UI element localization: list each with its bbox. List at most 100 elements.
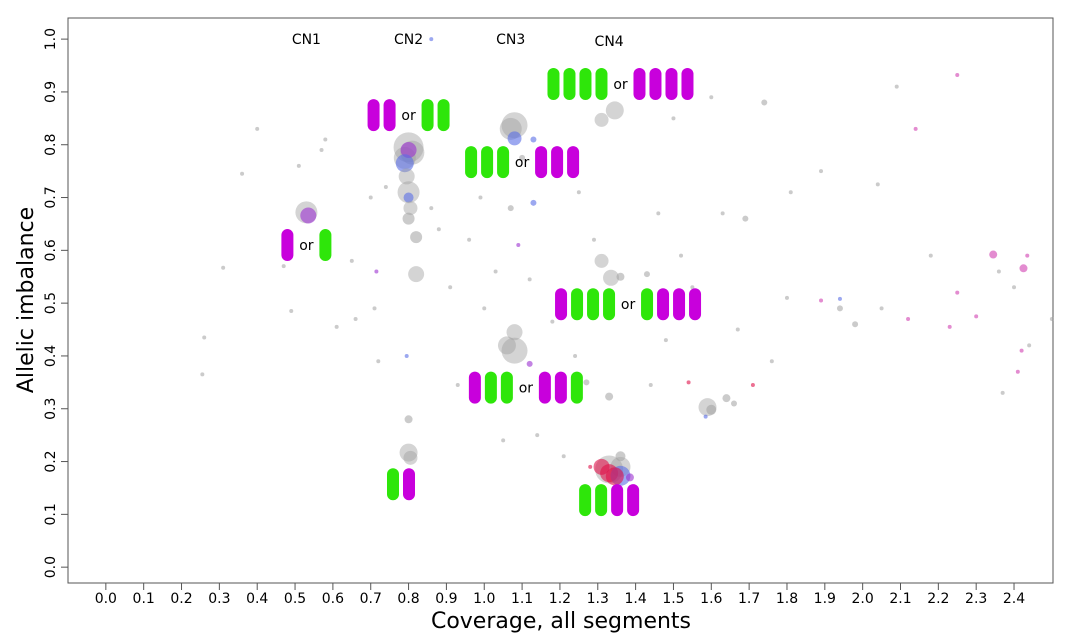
data-point <box>837 296 842 301</box>
or-label: or <box>515 155 530 171</box>
data-point <box>403 201 418 216</box>
data-point <box>594 112 609 127</box>
data-point <box>436 227 441 232</box>
data-point <box>742 215 749 222</box>
data-point <box>202 335 207 340</box>
data-point <box>1049 316 1054 321</box>
green-chromosome-icon <box>500 371 513 404</box>
x-tick-label: 1.2 <box>549 591 571 607</box>
cn-label: CN1 <box>292 32 321 48</box>
genotype-glyphs: or or or or or or <box>281 68 702 517</box>
x-tick-label: 1.9 <box>814 591 836 607</box>
magenta-chromosome-icon <box>673 288 686 321</box>
data-point <box>852 321 859 328</box>
genotype-glyph <box>387 468 416 501</box>
x-tick-label: 1.7 <box>738 591 760 607</box>
green-chromosome-icon <box>484 371 497 404</box>
green-chromosome-icon <box>571 288 584 321</box>
y-tick-label: 0.4 <box>43 345 59 367</box>
x-tick-label: 0.8 <box>397 591 419 607</box>
data-point <box>550 319 555 324</box>
data-point <box>819 298 824 303</box>
x-tick-label: 0.9 <box>435 591 457 607</box>
data-point <box>706 404 717 415</box>
data-point <box>289 309 294 314</box>
data-point <box>720 211 725 216</box>
magenta-chromosome-icon <box>567 146 580 179</box>
cn-label: CN2 <box>394 32 423 48</box>
x-tick-label: 0.7 <box>360 591 382 607</box>
x-tick-label: 1.3 <box>587 591 609 607</box>
data-point <box>403 192 414 203</box>
genotype-glyph: or <box>547 68 694 101</box>
data-point <box>1019 264 1028 273</box>
data-point <box>530 136 537 143</box>
magenta-chromosome-icon <box>551 146 564 179</box>
data-point <box>372 306 377 311</box>
data-point <box>323 137 328 142</box>
data-point <box>735 327 740 332</box>
x-tick-label: 1.1 <box>511 591 533 607</box>
data-point <box>605 467 624 486</box>
x-tick-label: 2.3 <box>965 591 987 607</box>
data-point <box>467 237 472 242</box>
data-point <box>448 285 453 290</box>
data-point <box>410 231 423 244</box>
x-tick-label: 0.3 <box>208 591 230 607</box>
data-point <box>240 171 245 176</box>
data-point <box>605 101 624 120</box>
data-point <box>703 414 708 419</box>
or-label: or <box>613 77 628 93</box>
green-chromosome-icon <box>587 288 600 321</box>
data-point <box>1012 285 1017 290</box>
data-point <box>955 73 960 78</box>
data-point <box>836 305 843 312</box>
data-point <box>255 126 260 131</box>
data-point <box>403 450 418 465</box>
data-point <box>281 264 286 269</box>
data-point <box>894 84 899 89</box>
green-chromosome-icon <box>641 288 654 321</box>
data-point <box>1027 343 1032 348</box>
data-point <box>404 415 413 424</box>
data-point <box>663 338 668 343</box>
y-tick-label: 0.2 <box>43 450 59 472</box>
data-point <box>526 360 533 367</box>
magenta-chromosome-icon <box>649 68 662 101</box>
green-chromosome-icon <box>563 68 576 101</box>
magenta-chromosome-icon <box>681 68 694 101</box>
or-label: or <box>621 297 636 313</box>
data-point <box>349 258 354 263</box>
y-axis-label: Allelic imbalance <box>14 207 39 393</box>
or-label: or <box>519 381 534 397</box>
x-tick-label: 0.5 <box>284 591 306 607</box>
y-tick-label: 0.3 <box>43 398 59 420</box>
x-tick-label: 0.2 <box>170 591 192 607</box>
x-tick-label: 1.0 <box>473 591 495 607</box>
data-point <box>913 126 918 131</box>
magenta-chromosome-icon <box>281 229 294 262</box>
magenta-chromosome-icon <box>403 468 416 501</box>
green-chromosome-icon <box>319 229 332 262</box>
data-point <box>334 324 339 329</box>
cn-label: CN3 <box>496 32 525 48</box>
data-point <box>594 253 609 268</box>
magenta-chromosome-icon <box>535 146 548 179</box>
data-point <box>383 184 388 189</box>
plot-frame <box>67 17 1054 584</box>
y-tick-label: 0.1 <box>43 503 59 525</box>
y-tick-label: 1.0 <box>43 28 59 50</box>
data-point <box>429 206 434 211</box>
magenta-chromosome-icon <box>689 288 702 321</box>
data-point <box>507 205 514 212</box>
x-tick-label: 1.4 <box>624 591 646 607</box>
data-point <box>368 195 373 200</box>
data-point <box>750 382 755 387</box>
green-chromosome-icon <box>421 99 434 132</box>
data-point <box>374 269 379 274</box>
data-point <box>200 372 205 377</box>
magenta-chromosome-icon <box>665 68 678 101</box>
data-point <box>402 212 415 225</box>
data-point <box>784 295 789 300</box>
genotype-glyph: or <box>281 229 332 262</box>
